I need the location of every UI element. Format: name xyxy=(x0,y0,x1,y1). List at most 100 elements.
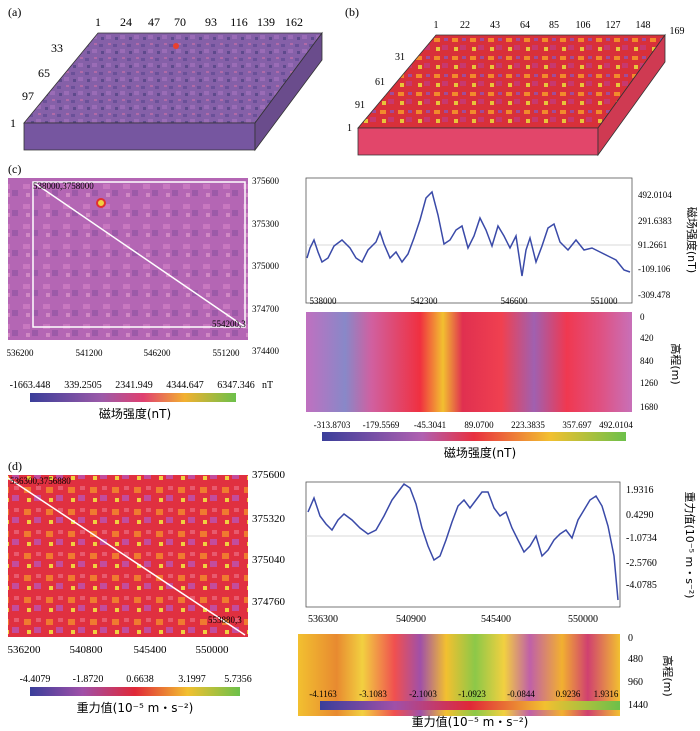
panel-b-side-face xyxy=(597,33,666,157)
top-tick-label: 1 xyxy=(95,15,101,29)
colorbar-tick-label: -0.0844 xyxy=(507,689,535,699)
depth-tick-label: 1440 xyxy=(628,700,648,711)
section-d-colorbar: -4.1163 -3.1083 -2.1003 -1.0923 -0.0844 … xyxy=(309,689,620,729)
colorbar-tick-label: 339.2505 xyxy=(64,380,102,391)
colorbar-tick-label: 492.0104 xyxy=(599,420,633,430)
x-tick-label: 540800 xyxy=(70,644,104,656)
left-tick-label: 31 xyxy=(395,52,405,63)
colorbar-tick-label: 1.9316 xyxy=(594,689,619,699)
top-tick-label: 106 xyxy=(576,20,591,31)
x-tick-label: 538000 xyxy=(310,296,338,306)
map-c-x-ticks: 536200 541200 546200 551200 xyxy=(7,348,241,358)
left-tick-label: 1 xyxy=(10,116,16,130)
map-c-raster xyxy=(8,178,248,340)
panel-d-label: (d) xyxy=(8,459,22,473)
colorbar-tick-label: -313.8703 xyxy=(314,420,351,430)
map-c-study-box xyxy=(32,181,246,328)
x-tick-label: 550000 xyxy=(568,614,598,625)
profile-c-curve xyxy=(306,190,631,277)
colorbar-title: 磁场强度(nT) xyxy=(99,406,171,421)
map-d-colorbar: -4.4079 -1.8720 0.6638 3.1997 5.7356 重力值… xyxy=(20,674,252,715)
y-tick-label: 375600 xyxy=(252,469,286,481)
top-tick-label: 116 xyxy=(230,15,248,29)
profile-d-y-label: 重力值(10⁻⁵ m・s⁻²) xyxy=(683,492,697,599)
colorbar-tick-label: 89.0700 xyxy=(464,420,494,430)
top-tick-label: 1 xyxy=(434,20,439,31)
map-c-y-ticks: 375600 375300 375000 374700 374400 xyxy=(252,176,280,356)
depth-tick-label: 840 xyxy=(640,356,654,366)
colorbar-tick-label: 3.1997 xyxy=(178,674,206,685)
y-tick-label: -309.478 xyxy=(638,290,671,300)
top-tick-label: 169 xyxy=(670,26,685,37)
profile-c-frame xyxy=(305,177,633,304)
depth-tick-label: 0 xyxy=(628,633,633,644)
colorbar-gradient xyxy=(320,701,620,710)
panel-c-map: (c) 538000,3758000 554200,3 375600 37530… xyxy=(7,162,280,421)
top-tick-label: 24 xyxy=(120,15,132,29)
panel-a-left-ticks: 33 65 97 1 xyxy=(10,41,63,130)
y-tick-label: 0.4290 xyxy=(626,510,654,521)
colorbar-tick-label: -45.3041 xyxy=(414,420,446,430)
panel-b-left-ticks: 31 61 91 1 xyxy=(347,52,405,134)
panel-b-top-ticks: 1 22 43 64 85 106 127 148 169 xyxy=(434,20,685,37)
colorbar-tick-label: -1.8720 xyxy=(73,674,104,685)
colorbar-tick-label: -3.1083 xyxy=(359,689,387,699)
depth-tick-label: 1680 xyxy=(640,402,659,412)
map-d-y-ticks: 375600 375320 375040 374760 xyxy=(252,469,286,608)
colorbar-tick-label: -1.0923 xyxy=(458,689,486,699)
y-tick-label: 375320 xyxy=(252,513,286,525)
map-c-start-label: 538000,3758000 xyxy=(33,181,94,191)
panel-a: (a) 1 24 47 70 93 116 139 162 33 65 97 1 xyxy=(8,5,323,152)
colorbar-title: 重力值(10⁻⁵ m・s⁻²) xyxy=(77,700,194,715)
panel-c-label: (c) xyxy=(8,162,21,176)
section-c-depth-label: 高程(m) xyxy=(669,343,683,384)
colorbar-tick-label: 0.9236 xyxy=(556,689,581,699)
map-d-start-label: 536300,3756880 xyxy=(10,476,71,486)
y-tick-label: -109.106 xyxy=(638,264,671,274)
y-tick-label: 375040 xyxy=(252,554,286,566)
panel-a-side-face xyxy=(254,31,323,152)
colorbar-tick-label: -2.1003 xyxy=(409,689,437,699)
y-tick-label: -2.5760 xyxy=(626,558,657,569)
profile-d-x-ticks: 536300 540900 545400 550000 xyxy=(308,614,598,625)
depth-tick-label: 1260 xyxy=(640,378,659,388)
left-tick-label: 91 xyxy=(355,100,365,111)
panel-b: (b) 1 22 43 64 85 106 127 148 169 31 61 … xyxy=(345,5,685,157)
left-tick-label: 61 xyxy=(375,77,385,88)
colorbar-tick-label: 6347.346 xyxy=(217,380,255,391)
y-tick-label: 374400 xyxy=(252,346,280,356)
top-tick-label: 148 xyxy=(636,20,651,31)
top-tick-label: 64 xyxy=(520,20,530,31)
map-d-profile-line xyxy=(7,477,246,636)
section-c-depth-ticks: 0 420 840 1260 1680 xyxy=(640,312,659,412)
colorbar-tick-label: -4.4079 xyxy=(20,674,51,685)
panel-a-label: (a) xyxy=(8,5,21,19)
panel-a-anomaly xyxy=(173,43,179,49)
x-tick-label: 536200 xyxy=(8,644,42,656)
x-tick-label: 545400 xyxy=(481,614,511,625)
panel-a-top-ticks: 1 24 47 70 93 116 139 162 xyxy=(95,15,303,29)
colorbar-tick-label: -4.1163 xyxy=(309,689,337,699)
top-tick-label: 93 xyxy=(205,15,217,29)
map-c-colorbar: -1663.448 339.2505 2341.949 4344.647 634… xyxy=(10,380,274,421)
x-tick-label: 551000 xyxy=(591,296,619,306)
x-tick-label: 545400 xyxy=(134,644,168,656)
y-tick-label: -1.0734 xyxy=(626,533,657,544)
profile-c-x-ticks: 538000 542300 546600 551000 xyxy=(310,296,619,306)
depth-tick-label: 960 xyxy=(628,677,643,688)
section-d-depth-label: 高程(m) xyxy=(661,655,675,696)
top-tick-label: 22 xyxy=(460,20,470,31)
colorbar-tick-label: 2341.949 xyxy=(115,380,153,391)
left-tick-label: 33 xyxy=(51,41,63,55)
depth-tick-label: 420 xyxy=(640,333,654,343)
colorbar-title: 磁场强度(nT) xyxy=(444,445,516,460)
depth-tick-label: 480 xyxy=(628,654,643,665)
section-c-colorbar: -313.8703 -179.5569 -45.3041 89.0700 223… xyxy=(314,420,634,460)
top-tick-label: 47 xyxy=(148,15,160,29)
y-tick-label: 492.0104 xyxy=(638,190,672,200)
y-tick-label: 291.6383 xyxy=(638,216,672,226)
panel-d-map: (d) 536300,3756880 553880,3 375600 37532… xyxy=(8,459,286,715)
top-tick-label: 127 xyxy=(606,20,621,31)
